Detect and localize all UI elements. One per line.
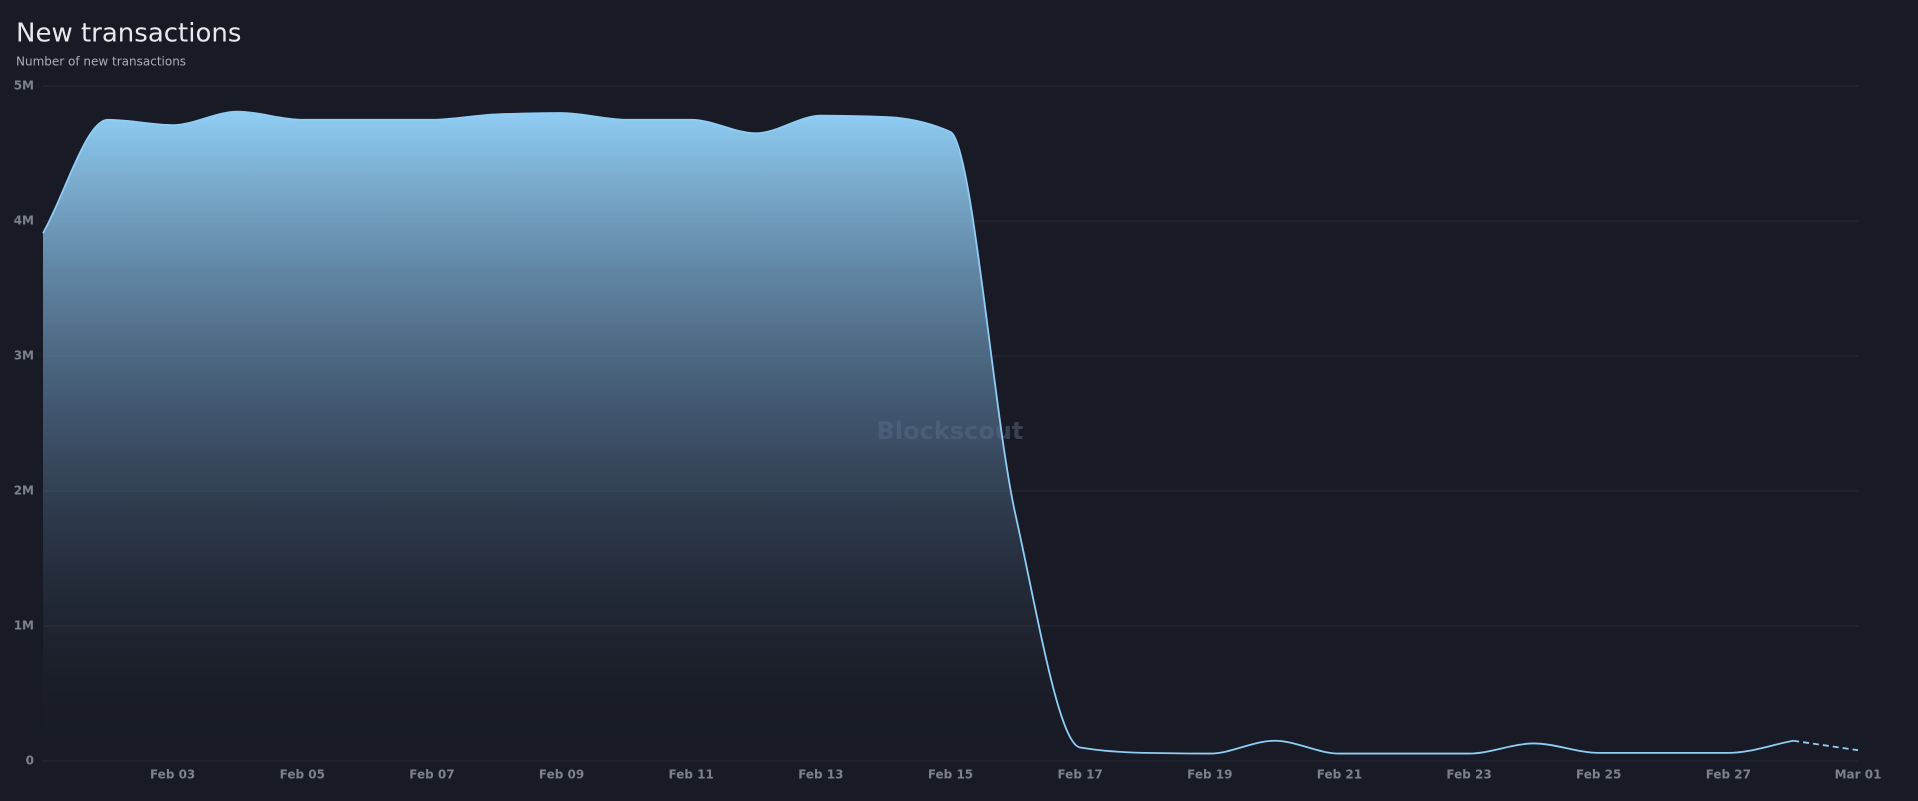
chart-title: New transactions [16,19,241,49]
y-tick-label: 2M [14,484,34,498]
x-tick-label: Feb 25 [1576,768,1621,782]
x-tick-label: Feb 27 [1706,768,1751,782]
x-tick-label: Feb 13 [798,768,843,782]
area-fill [43,111,1794,761]
x-tick-label: Feb 23 [1446,768,1491,782]
y-tick-label: 0 [26,754,34,768]
x-tick-label: Feb 11 [669,768,714,782]
y-tick-label: 1M [14,619,34,633]
line-incomplete [1793,739,1859,752]
x-tick-label: Feb 19 [1187,768,1232,782]
x-tick-label: Feb 07 [409,768,454,782]
x-tick-label: Feb 21 [1317,768,1362,782]
x-tick-label: Feb 03 [150,768,195,782]
x-tick-label: Feb 09 [539,768,584,782]
x-tick-label: Feb 05 [280,768,325,782]
chart-subtitle: Number of new transactions [16,55,186,69]
x-tick-label: Mar 01 [1835,768,1882,782]
y-tick-label: 3M [14,349,34,363]
line [42,110,1794,755]
y-tick-label: 5M [14,79,34,93]
x-tick-label: Feb 15 [928,768,973,782]
x-tick-label: Feb 17 [1057,768,1102,782]
y-tick-label: 4M [14,214,34,228]
